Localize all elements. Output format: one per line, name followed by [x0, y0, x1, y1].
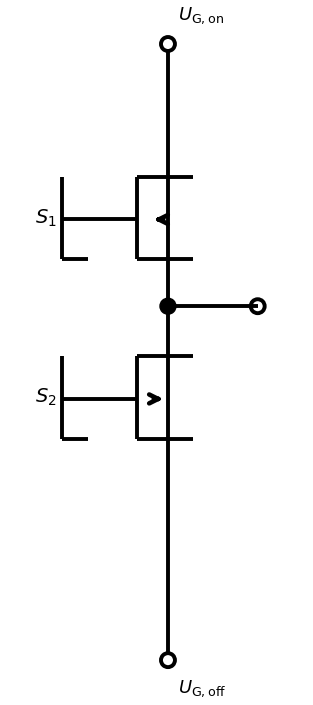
Text: $S_2$: $S_2$	[35, 387, 57, 408]
Text: $S_1$: $S_1$	[35, 207, 57, 228]
Circle shape	[160, 298, 176, 314]
Text: $U_{\rm G,off}$: $U_{\rm G,off}$	[178, 678, 226, 699]
Text: $U_{\rm G,on}$: $U_{\rm G,on}$	[178, 6, 224, 26]
